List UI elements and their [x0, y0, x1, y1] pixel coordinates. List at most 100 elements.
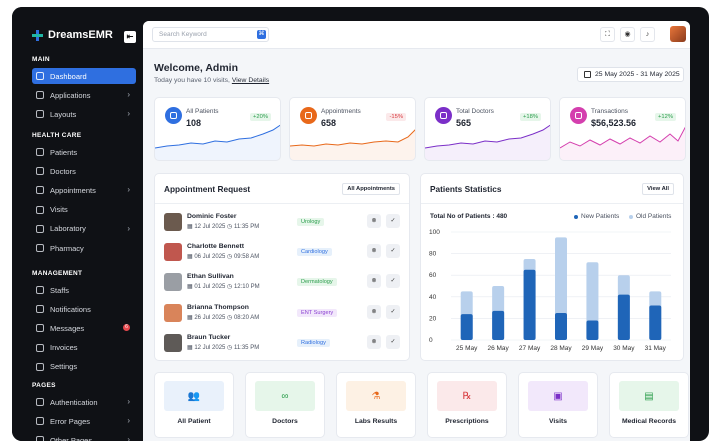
staff-icon [36, 286, 44, 294]
panel-title: Patients Statistics [430, 184, 502, 194]
reject-icon[interactable]: ⊗ [367, 274, 381, 289]
stat-card-appointments[interactable]: Appointments 658 -15% [289, 97, 416, 161]
sidebar-item-settings[interactable]: Settings [32, 359, 136, 375]
all-appointments-button[interactable]: All Appointments [342, 183, 400, 195]
patient-name: Brianna Thompson [187, 303, 249, 311]
accept-icon[interactable]: ✓ [386, 274, 400, 289]
dashboard-icon [36, 72, 44, 80]
sidebar-item-visits[interactable]: Visits [32, 202, 136, 218]
gear-icon [36, 362, 44, 371]
reject-icon[interactable]: ⊗ [367, 304, 381, 319]
shortcut-label: All Patient [177, 418, 211, 425]
pill-icon [36, 244, 44, 252]
stat-label: Transactions [591, 108, 628, 115]
shortcut-all-patient[interactable]: 👥 All Patient [154, 372, 234, 438]
x-tick-label: 26 May [487, 345, 509, 352]
fullscreen-icon[interactable]: ⛶ [600, 27, 615, 42]
sidebar-item-applications[interactable]: Applications › [32, 87, 136, 103]
reject-icon[interactable]: ⊗ [367, 334, 381, 349]
y-tick-label: 80 [429, 251, 437, 258]
shortcut-labs-results[interactable]: ⚗ Labs Results [336, 372, 416, 438]
avatar [164, 273, 182, 292]
shortcut-label: Labs Results [354, 418, 398, 425]
sidebar-item-appointments[interactable]: Appointments › [32, 182, 136, 198]
sidebar-item-other-pages[interactable]: Other Pages › [32, 432, 136, 441]
sidebar-item-notifications[interactable]: Notifications [32, 301, 136, 317]
bar-new-patients [460, 314, 473, 340]
stat-icon [300, 107, 317, 124]
stat-card-transactions[interactable]: Transactions $56,523.56 +12% [559, 97, 686, 161]
topbar: Search Keyword ⌘ ⛶ ◉ ♪ [143, 21, 690, 49]
reject-icon[interactable]: ⊗ [367, 214, 381, 228]
stat-card-total-doctors[interactable]: Total Doctors 565 +18% [424, 97, 551, 161]
shortcut-medical-records[interactable]: ▤ Medical Records [609, 372, 689, 438]
apps-icon [36, 91, 44, 100]
stat-value: 108 [186, 118, 202, 128]
sidebar-item-label: Other Pages [50, 435, 93, 441]
lock-icon [36, 398, 44, 406]
stat-label: Total Doctors [456, 108, 494, 115]
sidebar-item-patients[interactable]: Patients [32, 144, 136, 160]
stat-value: 565 [456, 118, 472, 128]
stat-sparkline [560, 126, 685, 160]
shortcut-prescriptions[interactable]: ℞ Prescriptions [427, 372, 507, 438]
appointment-time: 08:20 AM [233, 314, 260, 321]
appointment-request-panel: Appointment Request All Appointments Dom… [154, 173, 410, 361]
appointment-row: Charlotte Bennett ▦ 06 Jul 2025 ◷ 09:58 A… [164, 241, 402, 263]
chevron-right-icon: › [127, 90, 130, 100]
bell-icon[interactable]: ♪ [640, 27, 655, 42]
reject-icon[interactable]: ⊗ [367, 244, 381, 259]
sidebar-item-label: Dashboard [50, 71, 87, 81]
sidebar-item-pharmacy[interactable]: Pharmacy [32, 240, 136, 256]
x-tick-label: 27 May [519, 345, 541, 352]
brand-logo[interactable]: DreamsEMR [32, 29, 113, 41]
shortcut-doctors[interactable]: ∞ Doctors [245, 372, 325, 438]
sidebar-section-title: MANAGEMENT [32, 270, 83, 277]
sidebar-item-label: Error Pages [50, 416, 91, 426]
brand-name: DreamsEMR [48, 29, 113, 41]
clock-icon: ◷ [225, 254, 234, 261]
stat-sparkline [425, 124, 550, 160]
appointment-row: Ethan Sullivan ▦ 01 Jul 2025 ◷ 12:10 PM De… [164, 271, 402, 293]
search-shortcut-icon[interactable]: ⌘ [257, 30, 266, 39]
stat-value: $56,523.56 [591, 118, 637, 128]
chevron-right-icon: › [127, 185, 130, 195]
pages-icon [36, 436, 44, 441]
date-range-picker[interactable]: 25 May 2025 - 31 May 2025 [577, 67, 684, 82]
appointment-date: 26 Jul 2025 [194, 314, 226, 321]
panel-title: Appointment Request [164, 184, 251, 194]
view-all-button[interactable]: View All [642, 183, 674, 195]
test-tube-icon: ⚗ [346, 381, 406, 411]
users-icon [36, 148, 44, 156]
shortcut-label: Visits [548, 418, 567, 425]
appointment-row: Brianna Thompson ▦ 26 Jul 2025 ◷ 08:20 AM… [164, 302, 402, 324]
appointment-meta: ▦ 26 Jul 2025 ◷ 08:20 AM [187, 314, 259, 321]
visits-text: Today you have 10 visits, [154, 77, 230, 84]
sidebar-item-laboratory[interactable]: Laboratory › [32, 221, 136, 237]
visit-icon [36, 205, 44, 214]
accept-icon[interactable]: ✓ [386, 334, 400, 349]
shortcut-visits[interactable]: ▣ Visits [518, 372, 598, 438]
sidebar-item-authentication[interactable]: Authentication › [32, 394, 136, 410]
search-input[interactable]: Search Keyword ⌘ [152, 27, 269, 42]
appointment-time: 11:35 PM [233, 224, 260, 230]
sidebar-item-doctors[interactable]: Doctors [32, 163, 136, 179]
sidebar-item-invoices[interactable]: Invoices [32, 340, 136, 356]
calendar-icon: ▦ [187, 254, 195, 261]
sidebar-item-error-pages[interactable]: Error Pages › [32, 413, 136, 429]
flag-icon[interactable]: ◉ [620, 27, 635, 42]
view-details-link[interactable]: View Details [231, 77, 270, 84]
stat-card-all-patients[interactable]: All Patients 108 +20% [154, 97, 281, 161]
user-avatar[interactable] [670, 26, 686, 42]
sidebar-item-dashboard[interactable]: Dashboard [32, 68, 136, 84]
users-icon: 👥 [164, 381, 224, 411]
sidebar-section-title: MAIN [32, 56, 50, 63]
accept-icon[interactable]: ✓ [386, 244, 400, 259]
accept-icon[interactable]: ✓ [386, 214, 400, 228]
accept-icon[interactable]: ✓ [386, 304, 400, 319]
sidebar-item-staffs[interactable]: Staffs [32, 282, 136, 298]
collapse-icon[interactable]: ⇤ [124, 31, 136, 43]
sidebar-item-messages[interactable]: Messages 6 [32, 320, 136, 336]
sidebar-item-layouts[interactable]: Layouts › [32, 106, 136, 122]
stat-icon [435, 107, 452, 124]
